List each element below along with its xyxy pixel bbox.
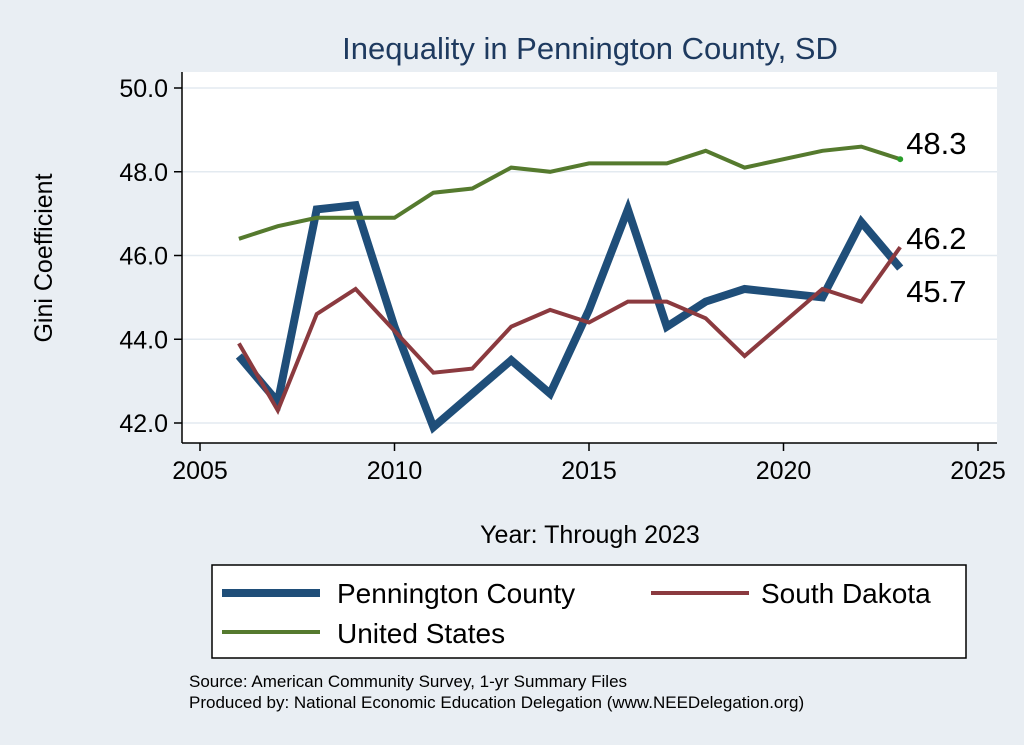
- y-tick-label: 46.0: [119, 243, 168, 271]
- end-label-south-dakota: 46.2: [906, 221, 966, 256]
- legend-label-south-dakota: South Dakota: [761, 578, 931, 609]
- end-label-united-states: 48.3: [906, 126, 966, 161]
- x-axis-ticks: 2005 2010 2015 2020 2025: [172, 443, 1006, 485]
- chart-title: Inequality in Pennington County, SD: [342, 31, 838, 66]
- x-tick-label: 2025: [950, 457, 1006, 485]
- x-tick-label: 2015: [561, 457, 617, 485]
- source-note: Source: American Community Survey, 1-yr …: [189, 672, 627, 691]
- x-tick-label: 2010: [367, 457, 423, 485]
- legend-label-pennington-county: Pennington County: [337, 578, 575, 609]
- end-label-pennington-county: 45.7: [906, 274, 966, 309]
- legend: Pennington County South Dakota United Stat…: [222, 578, 931, 649]
- series-line-south-dakota: [237, 245, 902, 415]
- x-tick-label: 2005: [172, 457, 228, 485]
- y-tick-label: 50.0: [119, 75, 168, 103]
- x-tick-label: 2020: [756, 457, 812, 485]
- y-axis-ticks: 42.0 44.0 46.0 48.0 50.0: [119, 75, 182, 438]
- y-tick-label: 42.0: [119, 410, 168, 438]
- plot-area: [182, 72, 997, 443]
- y-tick-label: 48.0: [119, 159, 168, 187]
- gridlines: [182, 87, 997, 424]
- series-layer: [235, 144, 904, 434]
- series-line-pennington-county: [235, 197, 904, 434]
- legend-label-united-states: United States: [337, 618, 505, 649]
- legend-box: [211, 564, 967, 659]
- producer-note: Produced by: National Economic Education…: [189, 693, 804, 712]
- y-tick-label: 44.0: [119, 326, 168, 354]
- y-axis-label: Gini Coefficient: [30, 173, 58, 342]
- x-axis-label: Year: Through 2023: [480, 521, 700, 549]
- series-line-united-states: [238, 144, 901, 241]
- end-labels: 45.7 46.2 48.3: [906, 126, 966, 309]
- series-endpoint-united-states: [897, 156, 904, 163]
